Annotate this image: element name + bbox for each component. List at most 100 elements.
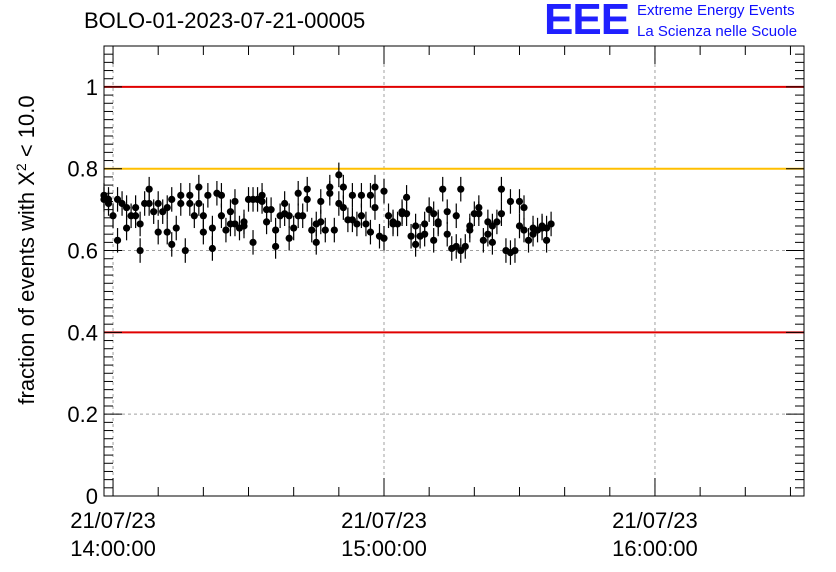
data-point <box>380 178 388 204</box>
point-marker <box>145 199 153 208</box>
data-point <box>136 238 144 263</box>
point-marker <box>321 226 329 234</box>
data-point <box>362 211 370 237</box>
point-marker <box>249 238 257 246</box>
point-marker <box>226 208 235 216</box>
point-marker <box>317 197 325 206</box>
data-point <box>154 191 162 216</box>
point-marker <box>479 236 487 244</box>
reference-lines-layer <box>104 85 804 334</box>
data-point <box>113 228 122 253</box>
data-point <box>168 187 176 212</box>
x-tick-date-label: 21/07/23 <box>341 508 427 533</box>
data-point <box>430 228 438 253</box>
point-marker <box>240 222 248 230</box>
data-point <box>145 191 153 216</box>
point-marker <box>303 185 311 193</box>
data-point <box>226 199 235 224</box>
data-point <box>199 203 207 229</box>
data-point <box>475 201 483 226</box>
point-marker <box>186 191 194 199</box>
point-marker <box>326 183 334 191</box>
point-marker <box>190 212 198 220</box>
point-marker <box>497 185 506 193</box>
data-point <box>520 217 528 243</box>
data-point <box>407 223 415 249</box>
data-point <box>335 162 343 188</box>
point-marker <box>357 191 366 199</box>
point-marker <box>348 191 356 199</box>
point-marker <box>195 199 203 208</box>
x-tick-time-label: 15:00:00 <box>341 536 427 561</box>
data-point <box>430 201 438 226</box>
logo-line-2: La Scienza nelle Scuole <box>637 23 798 40</box>
point-marker <box>393 220 402 228</box>
data-point <box>520 195 528 220</box>
data-point <box>181 238 189 263</box>
y-tick-label: 0.6 <box>67 239 98 264</box>
point-marker <box>204 191 212 199</box>
y-axis-label-tail: < 10.0 <box>14 95 39 163</box>
point-marker <box>330 226 338 234</box>
data-point <box>285 203 293 229</box>
data-point <box>326 174 334 200</box>
data-point <box>339 174 347 200</box>
data-point <box>208 236 216 261</box>
data-point <box>330 217 338 243</box>
point-marker <box>199 228 207 236</box>
y-tick-label: 0.4 <box>67 320 98 345</box>
point-marker <box>371 183 379 191</box>
data-point <box>290 215 298 241</box>
point-marker <box>272 242 280 251</box>
y-axis-label-main: fraction of events with X <box>14 171 39 405</box>
data-point <box>393 211 402 237</box>
point-marker <box>407 232 415 240</box>
data-point <box>240 213 248 239</box>
point-marker <box>488 238 496 246</box>
point-marker <box>357 212 366 220</box>
point-marker <box>181 246 189 255</box>
point-marker <box>294 189 302 197</box>
point-marker <box>258 197 266 206</box>
data-point <box>303 176 311 202</box>
data-point <box>208 215 216 241</box>
point-marker <box>136 246 144 255</box>
y-tick-label: 1 <box>86 75 98 100</box>
data-point <box>493 209 501 235</box>
x-tick-time-label: 16:00:00 <box>612 536 698 561</box>
point-marker <box>177 199 185 208</box>
point-marker <box>430 236 438 244</box>
point-marker <box>168 240 176 249</box>
point-marker <box>132 203 140 212</box>
data-point <box>132 195 140 220</box>
data-point <box>515 189 524 214</box>
data-point <box>443 221 451 247</box>
data-point <box>452 234 460 259</box>
data-point <box>272 234 280 259</box>
point-marker <box>547 220 555 228</box>
data-point <box>515 213 524 239</box>
point-marker <box>475 210 483 218</box>
point-marker <box>511 246 519 255</box>
data-point <box>366 183 375 208</box>
point-marker <box>493 218 501 226</box>
data-point <box>384 203 393 229</box>
data-point <box>321 217 329 243</box>
data-point <box>380 226 388 251</box>
point-marker <box>439 185 447 193</box>
point-marker <box>150 208 158 216</box>
point-marker <box>457 185 465 193</box>
data-point <box>267 197 275 222</box>
point-marker <box>366 228 375 236</box>
point-marker <box>362 220 370 228</box>
point-marker <box>452 212 460 220</box>
data-point <box>353 211 361 237</box>
plot-frame <box>103 45 805 497</box>
data-point <box>497 176 506 202</box>
point-marker <box>285 234 293 242</box>
data-point <box>439 176 447 202</box>
data-points-layer <box>100 162 555 265</box>
data-point <box>231 189 239 214</box>
point-marker <box>380 187 388 195</box>
